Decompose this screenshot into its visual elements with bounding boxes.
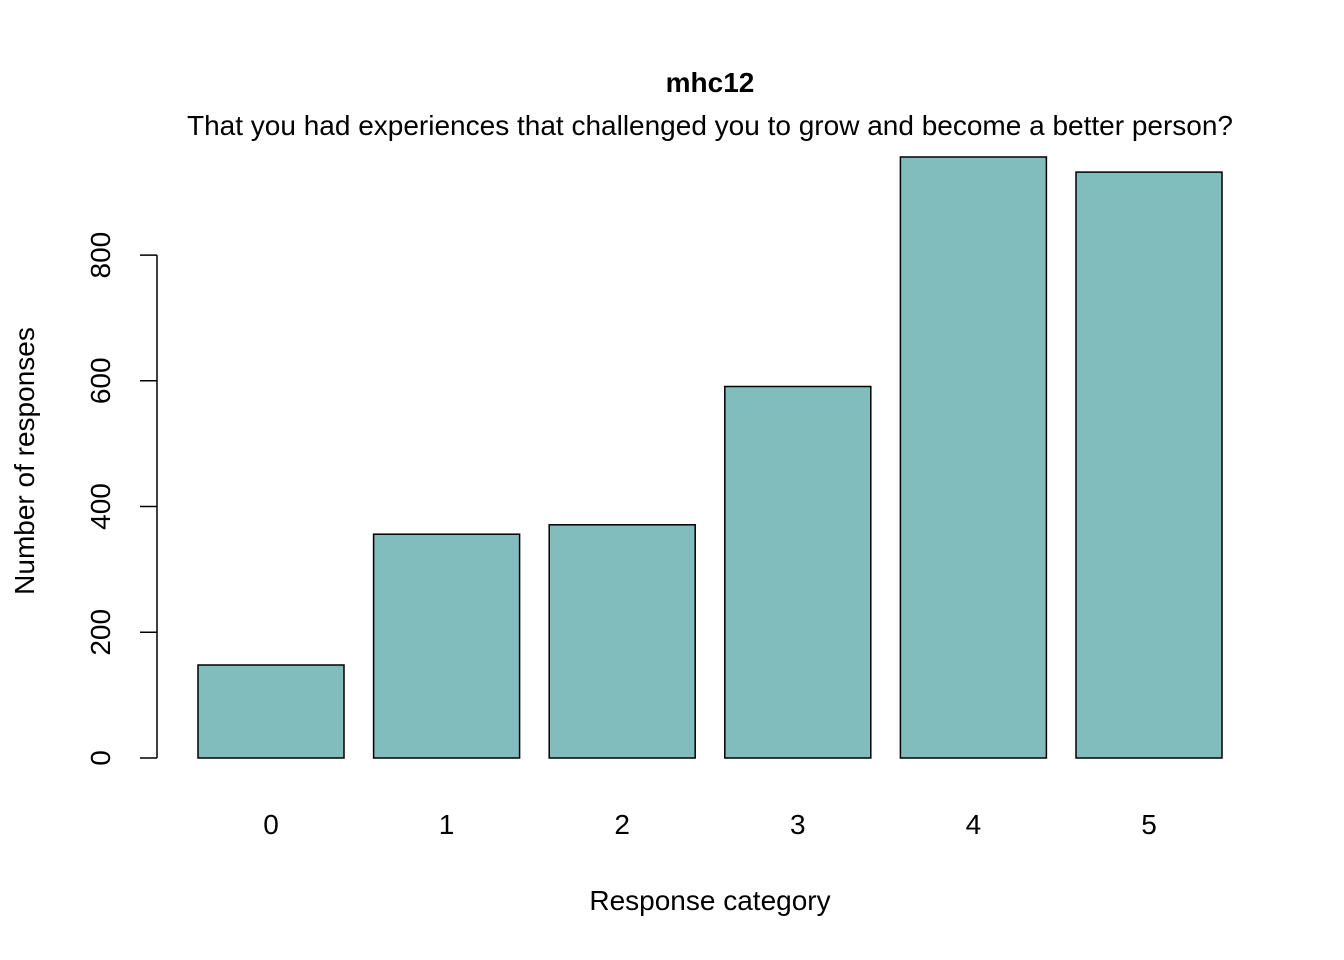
x-axis-label: Response category — [589, 885, 830, 916]
y-tick-label: 200 — [85, 609, 116, 656]
y-tick-label: 0 — [85, 750, 116, 766]
bar-2 — [548, 524, 696, 759]
x-tick-label: 5 — [1141, 809, 1157, 840]
y-axis-label: Number of responses — [9, 327, 40, 595]
x-tick-label: 4 — [966, 809, 982, 840]
y-tick-label: 400 — [85, 483, 116, 530]
bar-4 — [899, 156, 1048, 759]
bar-1 — [372, 533, 521, 759]
x-tick-label: 0 — [263, 809, 279, 840]
x-tick-label: 3 — [790, 809, 806, 840]
x-tick-label: 1 — [439, 809, 455, 840]
chart-subtitle: That you had experiences that challenged… — [187, 110, 1233, 141]
x-tick-label: 2 — [614, 809, 630, 840]
bars-group — [197, 156, 1223, 759]
bar-5 — [1075, 171, 1223, 759]
y-tick-label: 600 — [85, 357, 116, 404]
bar-0 — [197, 664, 345, 759]
chart-title: mhc12 — [666, 67, 755, 98]
bar-3 — [724, 385, 872, 759]
y-tick-label: 800 — [85, 232, 116, 279]
y-axis: 0 200 400 600 800 — [85, 232, 158, 766]
x-axis-ticks: 0 1 2 3 4 5 — [263, 809, 1157, 840]
